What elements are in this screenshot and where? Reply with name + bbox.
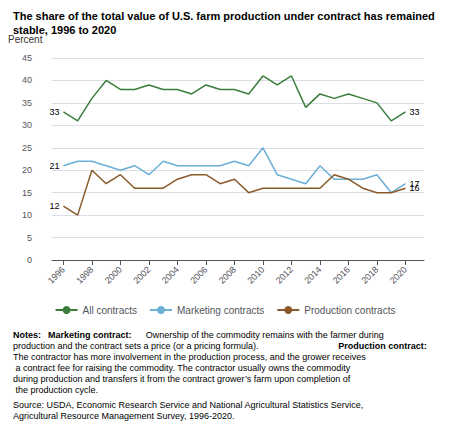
svg-text:Production contracts: Production contracts [304, 305, 395, 316]
svg-text:1998: 1998 [74, 264, 95, 285]
svg-text:stable, 1996 to 2020: stable, 1996 to 2020 [13, 24, 116, 36]
svg-text:0: 0 [27, 255, 32, 265]
svg-text:2006: 2006 [188, 264, 209, 285]
svg-text:15: 15 [22, 188, 32, 198]
svg-text:2008: 2008 [217, 264, 238, 285]
svg-text:40: 40 [22, 75, 32, 85]
svg-text:2016: 2016 [331, 264, 352, 285]
svg-text:2004: 2004 [160, 264, 181, 285]
svg-text:21: 21 [49, 161, 59, 171]
svg-text:Production contract:: Production contract: [338, 341, 427, 351]
svg-text:during production and transfer: during production and transfers it from … [13, 374, 351, 384]
svg-text:Agricultural Resource Manageme: Agricultural Resource Management Survey,… [13, 411, 234, 421]
svg-text:the production cycle.: the production cycle. [13, 385, 98, 395]
svg-text:Ownership of the commodity rem: Ownership of the commodity remains with … [143, 330, 386, 340]
svg-text:2010: 2010 [245, 264, 266, 285]
svg-text:Percent: Percent [8, 33, 43, 45]
svg-text:production and the contract se: production and the contract sets a price… [13, 341, 261, 351]
svg-text:1996: 1996 [46, 264, 67, 285]
svg-text:30: 30 [22, 120, 32, 130]
svg-text:16: 16 [409, 183, 419, 193]
svg-text:35: 35 [22, 98, 32, 108]
svg-text:10: 10 [22, 210, 32, 220]
svg-text:2014: 2014 [302, 264, 323, 285]
svg-text:5: 5 [27, 233, 32, 243]
svg-text:Marketing contract:: Marketing contract: [48, 330, 132, 340]
svg-text:45: 45 [22, 53, 32, 63]
svg-text:2000: 2000 [103, 264, 124, 285]
svg-text:2012: 2012 [274, 264, 295, 285]
svg-text:20: 20 [22, 165, 32, 175]
svg-text:2018: 2018 [359, 264, 380, 285]
svg-text:Marketing contracts: Marketing contracts [177, 305, 264, 316]
svg-text:The contractor has more involv: The contractor has more involvement in t… [13, 352, 366, 362]
svg-text:25: 25 [22, 143, 32, 153]
svg-text:33: 33 [409, 107, 419, 117]
svg-text:Notes:: Notes: [13, 330, 44, 340]
svg-text:2020: 2020 [388, 264, 409, 285]
svg-text:a contract fee for raising the: a contract fee for raising the commodity… [13, 363, 353, 373]
svg-text:2002: 2002 [131, 264, 152, 285]
svg-text:Source: USDA, Economic Researc: Source: USDA, Economic Research Service … [13, 400, 366, 410]
svg-text:12: 12 [49, 201, 59, 211]
svg-text:33: 33 [49, 107, 59, 117]
svg-text:All contracts: All contracts [83, 305, 137, 316]
svg-text:The share of the total value o: The share of the total value of U.S. far… [13, 10, 438, 22]
